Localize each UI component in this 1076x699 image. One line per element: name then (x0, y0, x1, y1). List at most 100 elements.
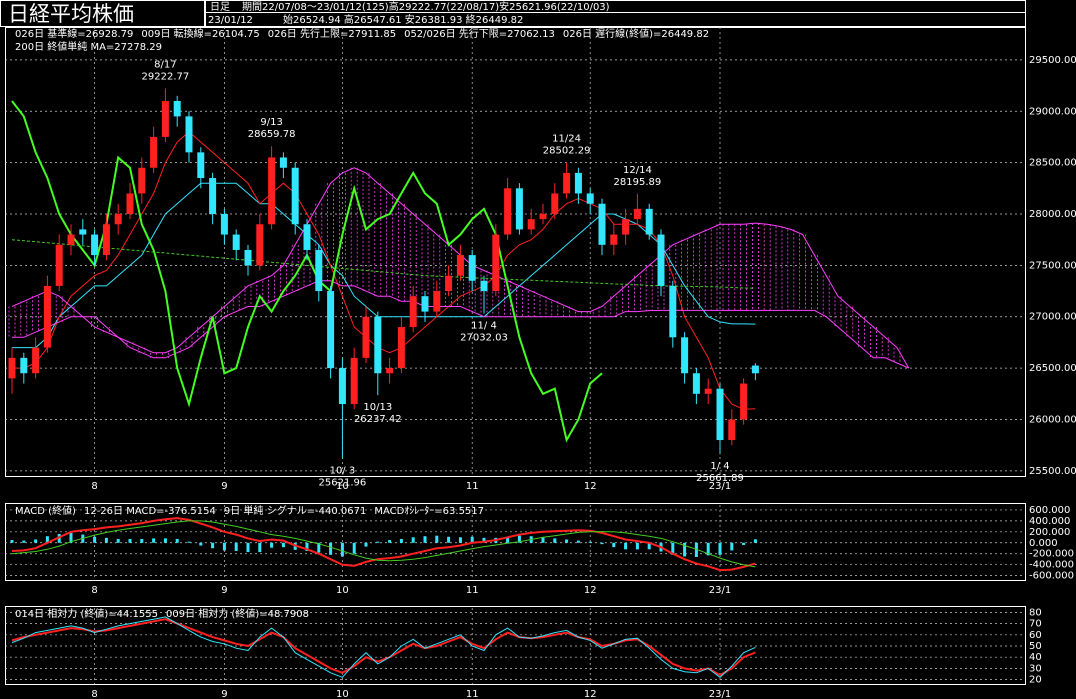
oscillator-bar (517, 535, 521, 543)
candle-body (386, 368, 394, 374)
x-tick-label: 12 (584, 585, 597, 596)
oscillator-bar (506, 536, 510, 543)
annotation-date: 11/ 4 (471, 320, 497, 331)
annotation-value: 27032.03 (460, 332, 508, 343)
x-tick-label: 10 (336, 481, 349, 492)
oscillator-bar (352, 542, 356, 554)
oscillator-bar (718, 542, 722, 555)
candle-body (126, 193, 134, 214)
oscillator-bar (187, 541, 191, 543)
candle-body (610, 234, 618, 245)
oscillator-bar (246, 542, 250, 553)
ohlc: 始26524.94 高26547.61 安26381.93 終26449.82 (283, 13, 523, 26)
candle-body (374, 316, 382, 374)
candle-body (291, 167, 299, 225)
annotation-date: 8/17 (154, 59, 176, 70)
candle-body (102, 224, 110, 256)
oscillator-bar (576, 540, 580, 543)
oscillator-bar (470, 536, 474, 543)
price-panel (5, 27, 1026, 477)
oscillator-bar (588, 541, 592, 543)
annotation-date: 1/ 4 (710, 461, 729, 472)
x-tick-label: 23/1 (709, 585, 731, 596)
oscillator-bar (175, 538, 179, 543)
candle-body (79, 229, 87, 235)
candle-body (728, 419, 736, 441)
x-tick-label: 23/1 (709, 689, 731, 699)
date: 23/01/12 (208, 15, 253, 26)
candle-body (751, 365, 759, 374)
legend-entry: 200日 終値単純 MA=27278.29 (15, 40, 162, 53)
annotation-date: 12/14 (623, 165, 652, 176)
y-tick-label: 26500.00 (1029, 363, 1076, 374)
candle-body (433, 291, 441, 312)
candle-body (527, 219, 535, 230)
oscillator-bar (22, 540, 26, 543)
annotation-value: 28659.78 (248, 129, 296, 140)
x-tick-label: 8 (91, 481, 97, 492)
rsi-panel (5, 606, 1026, 685)
candle-body (598, 203, 606, 245)
candle-body (91, 234, 99, 256)
legend-entry: 026日 先行上限=27911.85 (268, 27, 396, 40)
oscillator-bar (10, 540, 14, 543)
candle-body (43, 285, 51, 348)
y-tick-label: 25500.00 (1029, 466, 1076, 477)
y-tick-label: -400.000 (1029, 560, 1074, 571)
oscillator-bar (435, 535, 439, 543)
candle-body (350, 357, 358, 405)
oscillator-bar (730, 542, 734, 551)
x-tick-label: 10 (336, 689, 349, 699)
oscillator-bar (458, 537, 462, 543)
oscillator-bar (399, 538, 403, 543)
oscillator-bar (104, 537, 108, 543)
legend-entry: 014日 相対力 (終値)=44.1555 (15, 607, 158, 620)
candle-body (150, 136, 158, 168)
y-tick-label: 27500.00 (1029, 260, 1076, 271)
x-tick-label: 8 (91, 585, 97, 596)
oscillator-bar (553, 538, 557, 543)
y-tick-label: 29000.00 (1029, 106, 1076, 117)
candle-body (504, 188, 512, 235)
x-tick-label: 11 (466, 585, 479, 596)
candle-body (397, 327, 405, 369)
candle-body (32, 347, 40, 374)
annotation-date: 11/24 (552, 133, 581, 144)
period: 期間22/07/08～23/01/12(125)高29222.77(22/08/… (242, 0, 610, 13)
candle-body (622, 219, 630, 235)
candle-body (362, 316, 370, 358)
oscillator-bar (600, 542, 604, 545)
y-tick-label: 70 (1029, 619, 1042, 630)
annotation-date: 10/ 3 (330, 465, 356, 476)
x-tick-label: 10 (336, 585, 349, 596)
x-tick-label: 8 (91, 689, 97, 699)
oscillator-bar (647, 542, 651, 550)
oscillator-bar (364, 542, 368, 547)
oscillator-bar (270, 542, 274, 548)
candle-body (740, 383, 748, 420)
oscillator-bar (222, 542, 226, 551)
x-tick-label: 9 (221, 481, 227, 492)
x-tick-label: 11 (466, 481, 479, 492)
y-tick-label: 600.000 (1029, 505, 1070, 516)
oscillator-bar (128, 538, 132, 543)
candle-body (279, 157, 287, 168)
oscillator-bar (482, 537, 486, 543)
oscillator-bar (388, 540, 392, 543)
candle-body (220, 213, 228, 235)
header-row (205, 12, 1026, 27)
candle-body (669, 285, 677, 338)
legend-entry: 009日 相対力 (終値)=48.7908 (166, 607, 309, 620)
candle-body (515, 188, 523, 230)
annotation-value: 28502.29 (543, 145, 591, 156)
candle-body (268, 157, 276, 225)
candle-body (67, 234, 75, 245)
x-tick-label: 9 (221, 585, 227, 596)
x-tick-label: 9 (221, 689, 227, 699)
line (12, 131, 756, 410)
candle-body (551, 193, 559, 214)
oscillator-bar (706, 542, 710, 556)
annotation-value: 25661.89 (696, 473, 744, 484)
oscillator-bar (317, 542, 321, 553)
oscillator-bar (694, 542, 698, 558)
